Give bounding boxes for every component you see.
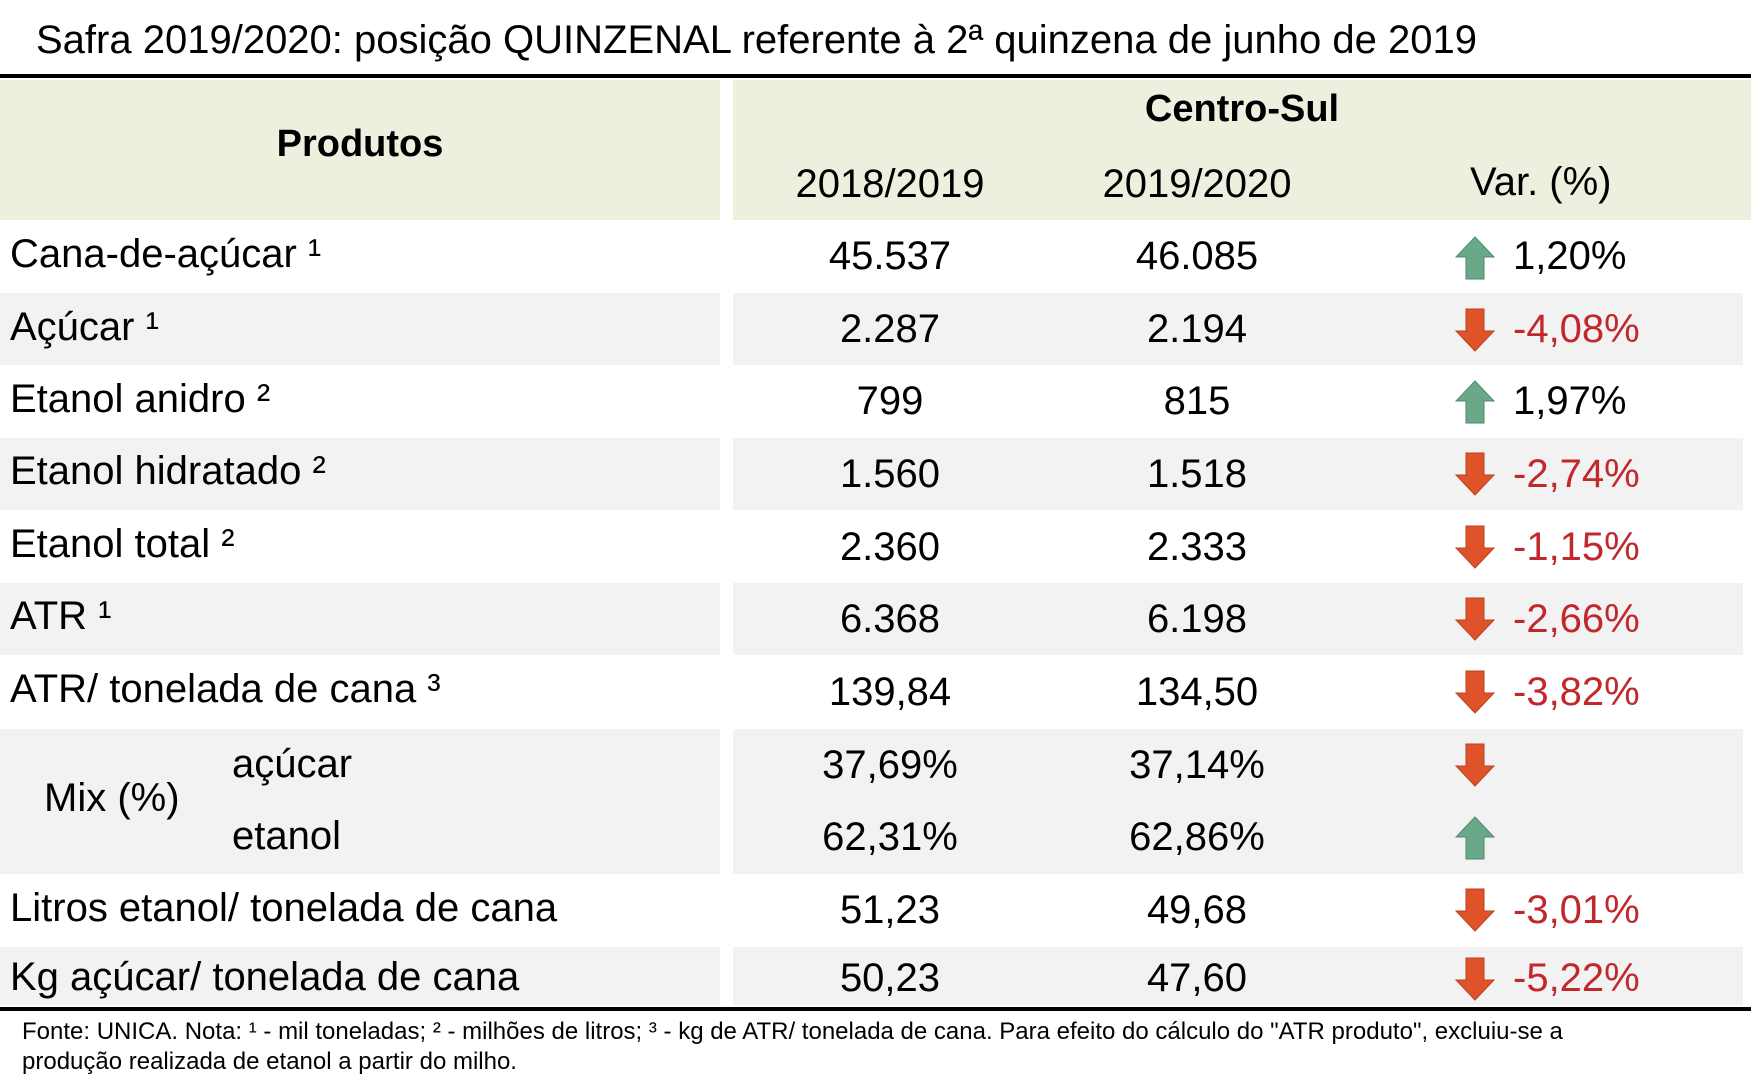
row-label: Cana-de-açúcar ¹ (10, 232, 322, 276)
row-band-acucar (0, 293, 720, 365)
arrow-up-icon (1455, 816, 1495, 860)
row-label: Etanol anidro ² (10, 377, 271, 421)
header-band-region (733, 80, 1751, 220)
row-band-mix (733, 729, 1743, 874)
header-col-2018-2019: 2018/2019 (795, 162, 985, 206)
top-rule (0, 74, 1751, 78)
row-value-2018-2019: 2.287 (839, 307, 941, 351)
row-band-mix (0, 729, 720, 874)
row-value-2019-2020: 47,60 (1146, 956, 1248, 1000)
row-value-2019-2020: 46.085 (1135, 234, 1259, 278)
row-band-etanol-hidratado (0, 438, 720, 510)
arrow-down-icon (1455, 597, 1495, 641)
arrow-down-icon (1455, 743, 1495, 787)
row-value-2019-2020: 815 (1163, 379, 1231, 423)
row-variation: -4,08% (1513, 307, 1640, 351)
row-variation: -1,15% (1513, 525, 1640, 569)
row-value-2019-2020: 134,50 (1135, 670, 1259, 714)
row-band-kg-acucar (733, 947, 1743, 1005)
row-value-2018-2019: 1.560 (839, 452, 941, 496)
header-col-2019-2020: 2019/2020 (1102, 162, 1292, 206)
row-variation: -2,74% (1513, 452, 1640, 496)
row-label: ATR ¹ (10, 594, 112, 638)
footnote-line-1: Fonte: UNICA. Nota: ¹ - mil toneladas; ²… (22, 1018, 1563, 1045)
arrow-up-icon (1455, 380, 1495, 424)
row-variation: -3,82% (1513, 670, 1640, 714)
row-variation: 1,20% (1513, 234, 1627, 278)
header-band-produtos (0, 80, 720, 220)
mix-acucar-2018-2019: 37,69% (822, 743, 958, 787)
arrow-down-icon (1455, 525, 1495, 569)
row-band-kg-acucar (0, 947, 720, 1005)
header-produtos: Produtos (276, 123, 444, 165)
row-value-2018-2019: 50,23 (839, 956, 941, 1000)
row-value-2019-2020: 2.333 (1146, 525, 1248, 569)
row-label: Litros etanol/ tonelada de cana (10, 886, 558, 930)
mix-acucar-label: açúcar (232, 742, 353, 786)
arrow-up-icon (1455, 236, 1495, 280)
row-value-2019-2020: 6.198 (1146, 597, 1248, 641)
row-band-acucar (733, 293, 1743, 365)
row-band-atr (0, 583, 720, 655)
arrow-down-icon (1455, 888, 1495, 932)
row-variation: -2,66% (1513, 597, 1640, 641)
mix-etanol-2019-2020: 62,86% (1129, 815, 1265, 859)
row-label: Kg açúcar/ tonelada de cana (10, 955, 520, 999)
mix-etanol-2018-2019: 62,31% (822, 815, 958, 859)
arrow-down-icon (1455, 452, 1495, 496)
row-variation: 1,97% (1513, 379, 1627, 423)
row-value-2018-2019: 799 (856, 379, 924, 423)
row-value-2018-2019: 139,84 (828, 670, 952, 714)
row-value-2018-2019: 2.360 (839, 525, 941, 569)
row-value-2019-2020: 1.518 (1146, 452, 1248, 496)
row-label: Açúcar ¹ (10, 305, 159, 349)
mix-etanol-label: etanol (232, 814, 341, 858)
mix-acucar-2019-2020: 37,14% (1129, 743, 1265, 787)
row-band-atr (733, 583, 1743, 655)
row-value-2018-2019: 45.537 (828, 234, 952, 278)
row-variation: -3,01% (1513, 888, 1640, 932)
row-label: Etanol total ² (10, 522, 235, 566)
row-value-2019-2020: 49,68 (1146, 888, 1248, 932)
row-variation: -5,22% (1513, 956, 1640, 1000)
row-label: ATR/ tonelada de cana ³ (10, 667, 441, 711)
footnote-line-2: produção realizada de etanol a partir do… (22, 1048, 517, 1075)
row-label: Etanol hidratado ² (10, 449, 326, 493)
header-col-var: Var. (%) (1470, 160, 1612, 204)
row-value-2019-2020: 2.194 (1146, 307, 1248, 351)
arrow-down-icon (1455, 957, 1495, 1001)
arrow-down-icon (1455, 670, 1495, 714)
row-band-etanol-hidratado (733, 438, 1743, 510)
bottom-rule (0, 1007, 1751, 1011)
arrow-down-icon (1455, 308, 1495, 352)
page-title: Safra 2019/2020: posição QUINZENAL refer… (36, 18, 1477, 62)
header-region: Centro-Sul (1144, 88, 1340, 130)
row-value-2018-2019: 51,23 (839, 888, 941, 932)
mix-label: Mix (%) (44, 776, 180, 820)
row-value-2018-2019: 6.368 (839, 597, 941, 641)
